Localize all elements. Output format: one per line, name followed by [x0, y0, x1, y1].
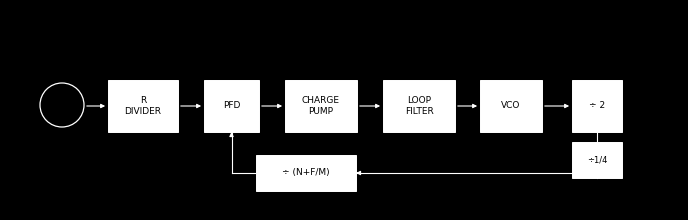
Bar: [480, 80, 542, 132]
Bar: [108, 80, 178, 132]
Text: ÷ (N+F/M): ÷ (N+F/M): [282, 169, 330, 178]
Bar: [572, 142, 622, 178]
Text: CHARGE
PUMP: CHARGE PUMP: [302, 96, 340, 116]
Text: PFD: PFD: [223, 101, 240, 110]
Text: ÷1/4: ÷1/4: [587, 156, 608, 165]
Bar: [256, 155, 356, 191]
Text: LOOP
FILTER: LOOP FILTER: [405, 96, 433, 116]
Text: ÷ 2: ÷ 2: [589, 101, 605, 110]
Text: VCO: VCO: [502, 101, 521, 110]
Bar: [383, 80, 455, 132]
Text: R
DIVIDER: R DIVIDER: [125, 96, 162, 116]
Bar: [572, 80, 622, 132]
Bar: [285, 80, 357, 132]
Bar: [204, 80, 259, 132]
